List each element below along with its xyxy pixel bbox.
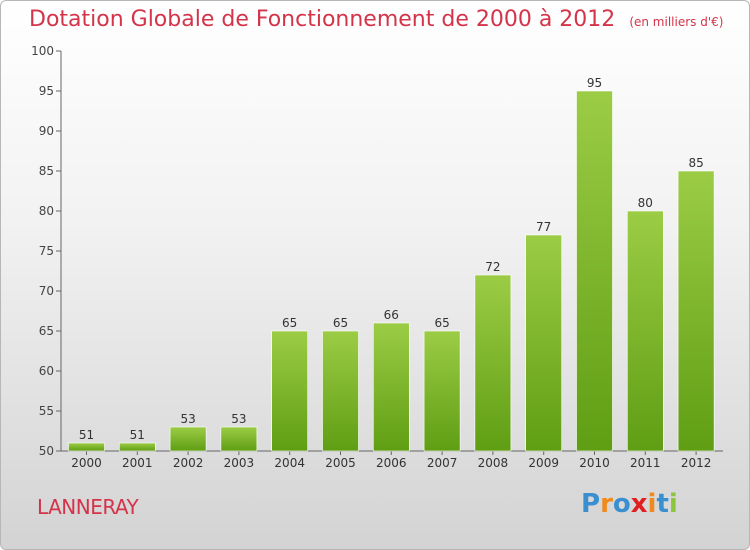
x-tick-label: 2005 bbox=[325, 456, 356, 470]
logo-letter: o bbox=[612, 489, 631, 519]
data-label: 72 bbox=[485, 260, 500, 274]
data-label: 65 bbox=[333, 316, 348, 330]
chart-subtitle: (en milliers d'€) bbox=[629, 15, 724, 29]
y-tick-label: 95 bbox=[39, 84, 54, 98]
chart-labels: 51 2000 51 2001 53 2002 53 2003 65 2004 65 2005 66 20… bbox=[71, 76, 711, 470]
y-tick-label: 75 bbox=[39, 244, 54, 258]
logo-letter: i bbox=[647, 489, 657, 519]
x-tick-label: 2006 bbox=[376, 456, 407, 470]
x-tick-label: 2004 bbox=[274, 456, 305, 470]
proxiti-logo: Proxiti bbox=[581, 489, 678, 519]
data-label: 85 bbox=[688, 156, 703, 170]
logo-letter: i bbox=[668, 489, 678, 519]
data-label: 65 bbox=[282, 316, 297, 330]
bar bbox=[372, 322, 410, 452]
x-tick-label: 2007 bbox=[427, 456, 458, 470]
bar bbox=[271, 330, 309, 452]
x-tick-label: 2011 bbox=[630, 456, 661, 470]
x-tick-label: 2000 bbox=[71, 456, 102, 470]
x-tick-label: 2008 bbox=[478, 456, 509, 470]
logo-letter: t bbox=[656, 489, 669, 519]
y-tick-label: 50 bbox=[39, 444, 54, 458]
x-tick-label: 2001 bbox=[122, 456, 153, 470]
data-label: 65 bbox=[434, 316, 449, 330]
bar bbox=[474, 274, 512, 452]
y-tick-label: 70 bbox=[39, 284, 54, 298]
logo-letter: x bbox=[630, 489, 648, 519]
data-label: 53 bbox=[180, 412, 195, 426]
bar bbox=[423, 330, 461, 452]
y-tick-label: 85 bbox=[39, 164, 54, 178]
y-tick-label: 60 bbox=[39, 364, 54, 378]
x-tick-label: 2003 bbox=[224, 456, 255, 470]
bar bbox=[677, 170, 715, 452]
y-tick-label: 80 bbox=[39, 204, 54, 218]
bar bbox=[322, 330, 359, 452]
data-label: 80 bbox=[638, 196, 653, 210]
data-label: 51 bbox=[130, 428, 145, 442]
bar bbox=[119, 442, 156, 452]
commune-name: LANNERAY bbox=[37, 495, 139, 519]
bar bbox=[169, 426, 207, 452]
logo-letter: r bbox=[600, 489, 613, 519]
data-label: 95 bbox=[587, 76, 602, 90]
x-tick-label: 2012 bbox=[681, 456, 712, 470]
logo-letter: P bbox=[581, 489, 601, 519]
bar bbox=[576, 90, 613, 452]
bar bbox=[220, 426, 258, 452]
x-tick-label: 2002 bbox=[173, 456, 204, 470]
y-tick-label: 65 bbox=[39, 324, 54, 338]
data-label: 53 bbox=[231, 412, 246, 426]
data-label: 66 bbox=[384, 308, 399, 322]
bar bbox=[68, 442, 105, 452]
chart-title: Dotation Globale de Fonctionnement de 20… bbox=[29, 7, 723, 32]
y-tick-label: 100 bbox=[31, 44, 54, 58]
data-label: 77 bbox=[536, 220, 551, 234]
x-tick-label: 2009 bbox=[528, 456, 559, 470]
chart-title-text: Dotation Globale de Fonctionnement de 20… bbox=[29, 7, 616, 32]
bar bbox=[626, 210, 664, 452]
data-label: 51 bbox=[79, 428, 94, 442]
y-tick-label: 55 bbox=[39, 404, 54, 418]
x-tick-label: 2010 bbox=[579, 456, 610, 470]
chart-axes: 50 55 60 65 70 75 80 85 90 95 100 bbox=[31, 44, 723, 458]
y-tick-label: 90 bbox=[39, 124, 54, 138]
chart-bars bbox=[68, 90, 715, 452]
bar bbox=[525, 234, 563, 452]
